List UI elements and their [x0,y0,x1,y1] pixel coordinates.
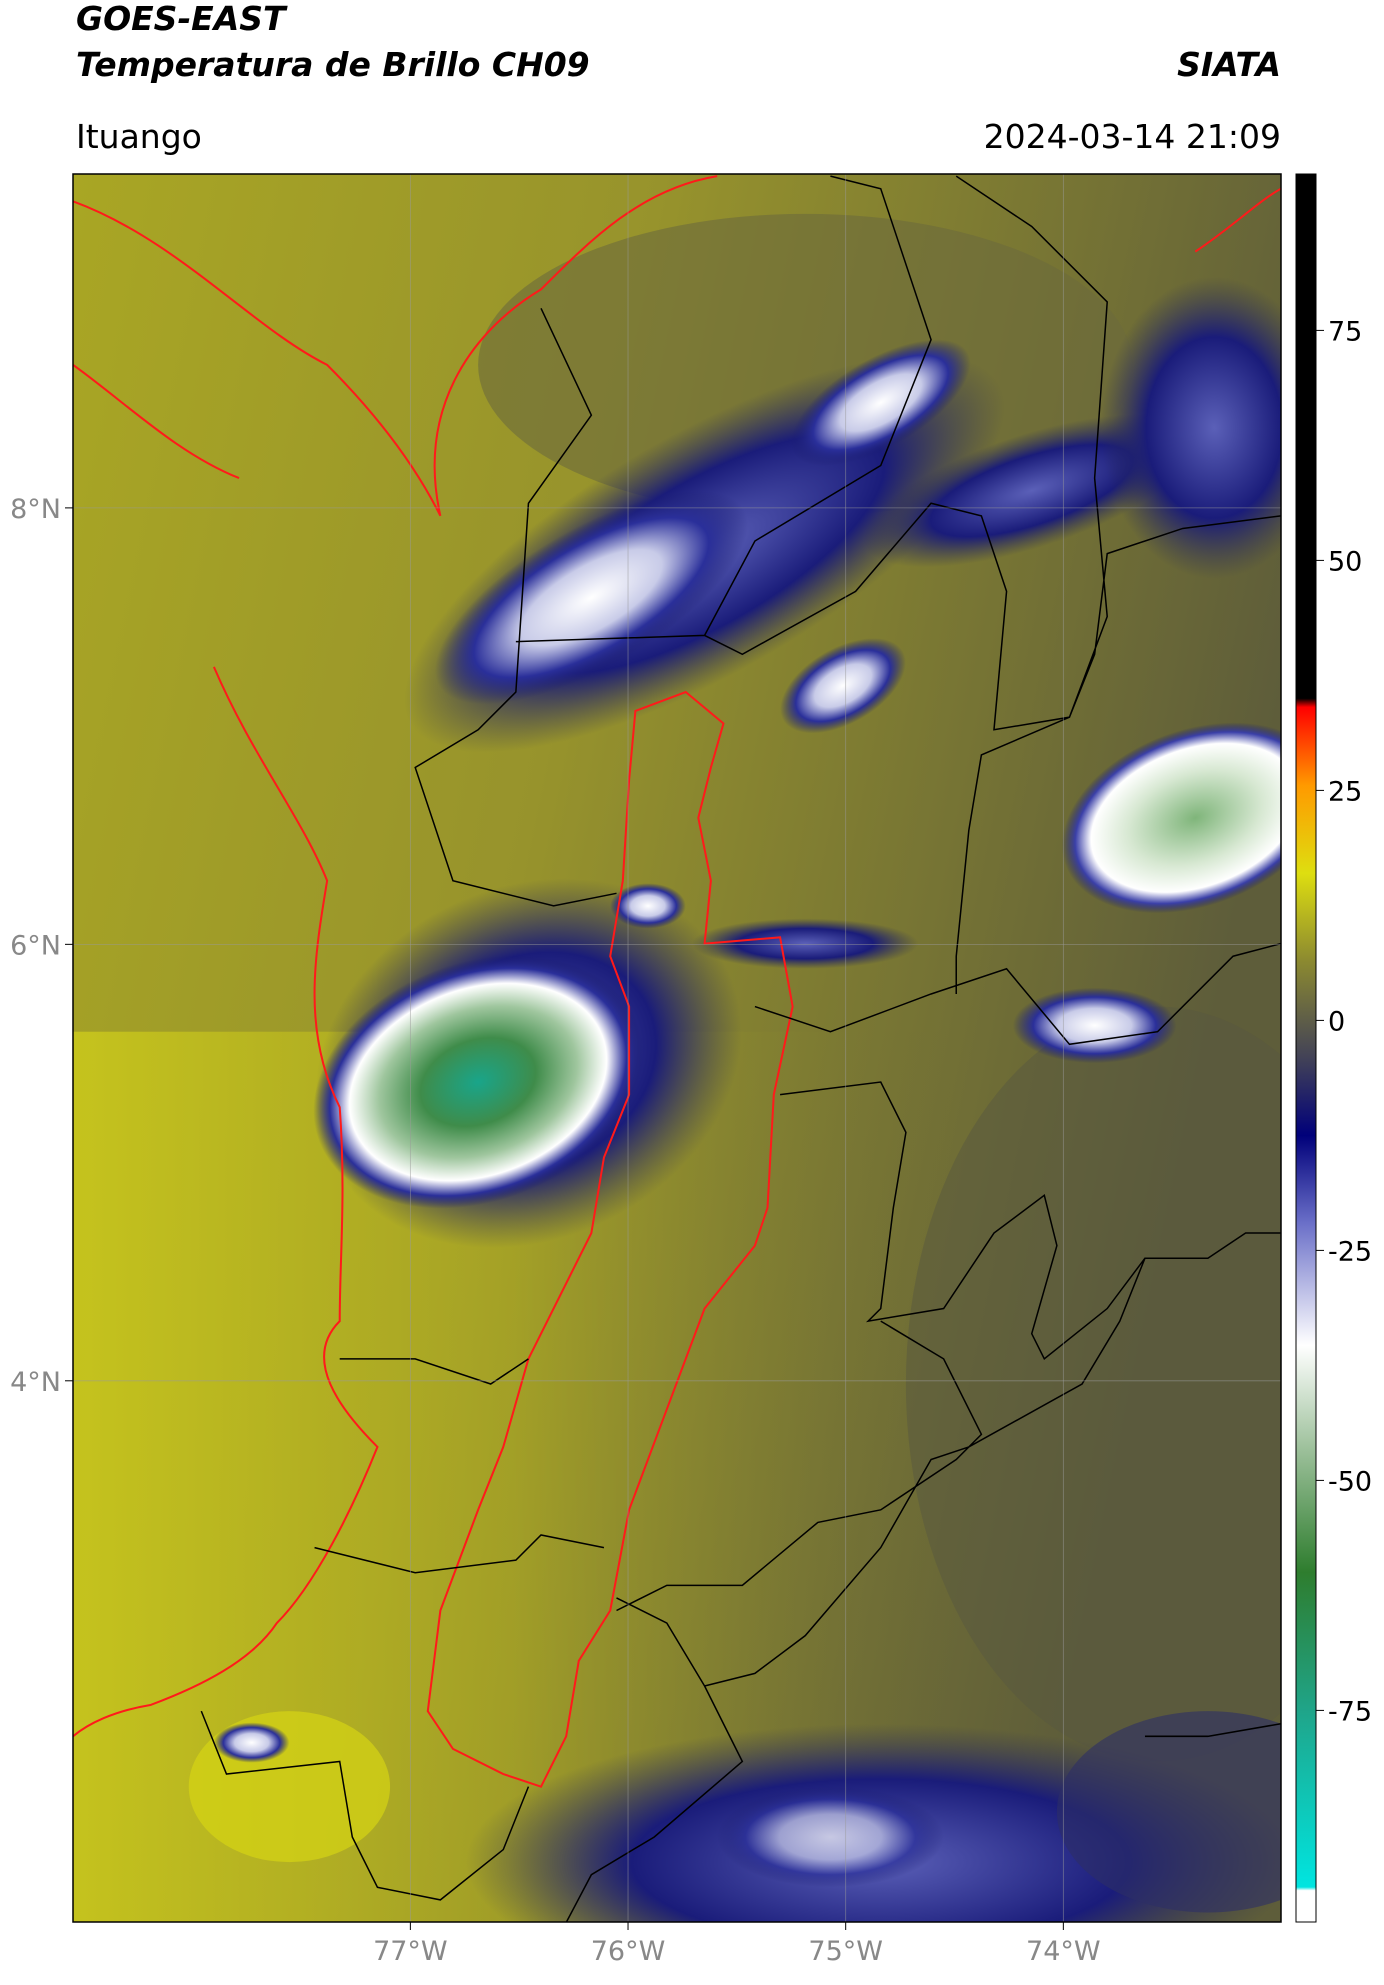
subtitle: Temperatura de Brillo CH09 [76,45,590,84]
x-tick-label: 75°W [808,1936,883,1967]
cloud [1100,276,1281,579]
colorbar-tick-label: 75 [1328,316,1362,347]
colorbar-tick-label: -75 [1328,1696,1372,1727]
region-outline [426,690,794,1788]
y-tick-label: 8°N [10,494,61,525]
colorbar [1295,173,1317,1923]
colorbar-tick-label: 50 [1328,546,1362,577]
brand: SIATA [1177,45,1281,84]
title: GOES-EAST [76,0,288,38]
cloud [790,339,971,466]
coastline [72,175,1281,1738]
y-tick-label: 6°N [10,930,61,961]
colorbar-tick-label: 0 [1328,1006,1345,1037]
cloud [1061,722,1281,914]
cloud [213,1722,290,1763]
cloud [1012,987,1177,1064]
x-tick-label: 76°W [591,1936,666,1967]
grid [73,174,1281,1922]
imagery-clip [72,173,1281,1923]
map-frame [72,173,1282,1923]
cloud [434,491,748,705]
y-tick-label: 4°N [10,1367,61,1398]
cloud [780,638,906,734]
cool-area [905,1006,1281,1762]
x-tick-label: 74°W [1026,1936,1101,1967]
imagery [72,173,1281,1923]
cloud [717,1786,944,1888]
timestamp: 2024-03-14 21:09 [984,117,1281,156]
boundaries [200,175,1281,1923]
colorbar-tick-label: -50 [1328,1466,1372,1497]
cloud [313,955,643,1209]
cloud [1056,1711,1281,1913]
colorbar-tick-label: -25 [1328,1236,1372,1267]
x-tick-label: 77°W [373,1936,448,1967]
ticks: 77°W 76°W 75°W 74°W 8°N 6°N 4°N 75 50 25 0 -25 -50 -7… [10,316,1372,1967]
location: Ituango [76,117,202,156]
cloud [692,918,919,969]
cloud [610,883,686,929]
colorbar-tick-label: 25 [1328,776,1362,807]
